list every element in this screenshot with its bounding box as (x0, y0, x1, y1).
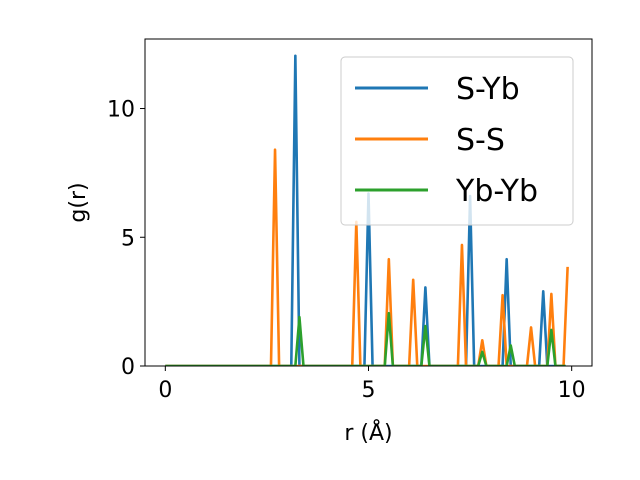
legend-label-s-yb: S-Yb (456, 72, 520, 107)
y-tick-label: 10 (107, 98, 135, 123)
legend-label-s-s: S-S (456, 123, 505, 158)
legend-label-yb-yb: Yb-Yb (455, 174, 538, 209)
x-tick-label: 0 (158, 378, 172, 403)
y-axis-label: g(r) (66, 182, 91, 222)
x-tick-label: 10 (558, 378, 586, 403)
x-axis-label: r (Å) (344, 419, 392, 446)
y-tick-label: 0 (121, 355, 135, 380)
x-tick-label: 5 (362, 378, 376, 403)
legend: S-Yb S-S Yb-Yb (340, 56, 574, 226)
y-tick-label: 5 (121, 226, 135, 251)
series-line-s-s (165, 148, 569, 366)
legend-box (340, 56, 574, 226)
series-layer (165, 54, 569, 366)
ticks-layer: 0 5 10 0 5 10 (107, 98, 586, 403)
